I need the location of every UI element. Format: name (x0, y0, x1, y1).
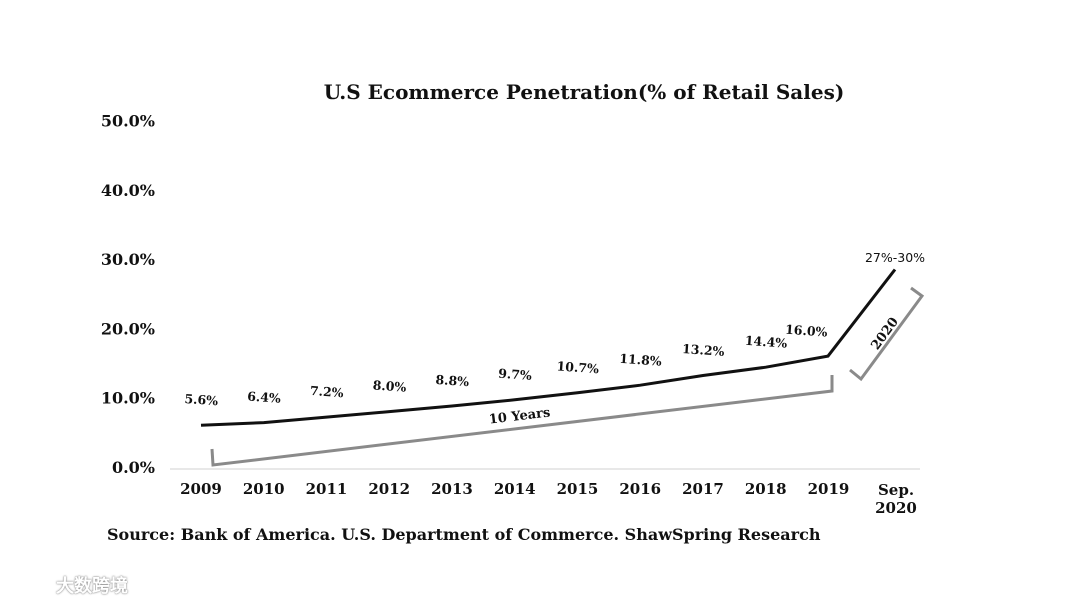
data-labels: 5.6% 6.4% 7.2% 8.0% 8.8% 9.7% 10.7% 11.8% 13.2% 1… (184, 250, 925, 408)
y-tick-label: 30.0% (101, 250, 155, 269)
data-label: 27%-30% (865, 250, 925, 265)
watermark-logo-icon (10, 577, 50, 593)
data-label: 6.4% (247, 389, 282, 406)
ten-year-bracket-label: 10 Years (488, 405, 551, 427)
data-label: 11.8% (619, 351, 662, 369)
x-tick-label: 2017 (682, 480, 724, 498)
data-label: 8.0% (372, 377, 407, 394)
watermark: 大数跨境 (10, 572, 128, 598)
y-tick-label: 40.0% (101, 181, 155, 200)
source-note: Source: Bank of America. U.S. Department… (107, 525, 821, 544)
data-label: 16.0% (785, 322, 828, 340)
ten-year-bracket (210, 375, 834, 467)
x-tick-label: 2015 (557, 480, 599, 498)
watermark-text: 大数跨境 (56, 576, 128, 597)
series (200, 268, 897, 427)
data-label: 8.8% (435, 372, 470, 389)
x-tick-label: 2016 (619, 480, 661, 498)
data-label: 9.7% (498, 366, 533, 383)
x-tick-label: Sep. 2020 (875, 481, 917, 517)
year-2020-bracket (849, 286, 925, 382)
x-tick-label: 2013 (431, 480, 473, 498)
y-tick-label: 10.0% (101, 389, 155, 408)
x-tick-label: 2010 (243, 480, 285, 498)
data-label: 5.6% (184, 391, 219, 408)
data-label: 13.2% (682, 341, 725, 359)
data-label: 7.2% (310, 383, 345, 400)
data-label: 14.4% (744, 333, 787, 351)
x-tick-label: 2018 (745, 480, 787, 498)
chart-title: U.S Ecommerce Penetration(% of Retail Sa… (324, 80, 845, 104)
x-tick-label: 2014 (494, 480, 536, 498)
y-tick-label: 0.0% (112, 458, 155, 477)
x-tick-label: 2019 (808, 480, 850, 498)
data-label: 10.7% (556, 358, 599, 376)
x-tick-label: 2009 (180, 480, 222, 498)
x-tick-label: 2012 (368, 480, 410, 498)
y-tick-label: 50.0% (101, 112, 155, 131)
series-line (200, 268, 897, 427)
x-tick-label: 2011 (306, 480, 348, 498)
axes: 0.0% 10.0% 20.0% 30.0% 40.0% 50.0% 2009 2010 201… (101, 112, 920, 517)
y-tick-label: 20.0% (101, 319, 155, 338)
